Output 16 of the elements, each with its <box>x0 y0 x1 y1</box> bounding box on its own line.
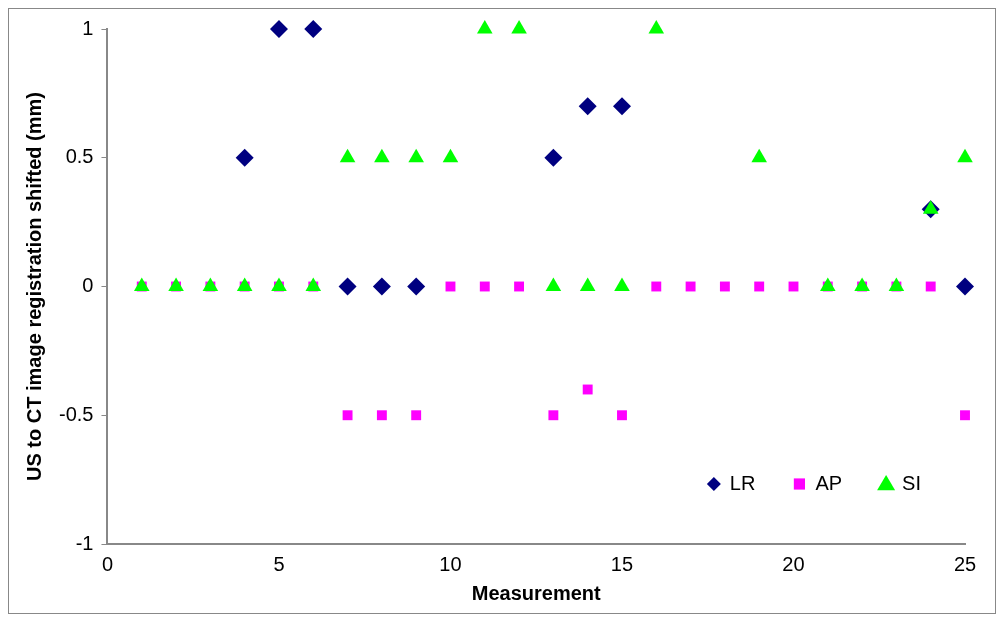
x-tick-label: 5 <box>273 552 285 575</box>
legend-label: SI <box>902 471 922 494</box>
y-tick-label: -0.5 <box>58 402 94 425</box>
x-tick-label: 10 <box>439 552 462 575</box>
x-axis-title: Measurement <box>471 581 602 604</box>
y-tick-label: 0.5 <box>65 145 94 168</box>
x-tick-label: 15 <box>610 552 634 575</box>
y-tick-label: 0 <box>82 274 94 297</box>
x-tick-label: 25 <box>953 552 977 575</box>
y-axis-title: US to CT image registration shifted (mm) <box>22 92 45 481</box>
x-tick-label: 0 <box>101 552 114 575</box>
legend-label: AP <box>815 471 843 494</box>
y-tick-label: -1 <box>75 531 94 554</box>
legend-label: LR <box>729 471 756 494</box>
x-tick-label: 20 <box>782 552 805 575</box>
y-tick-label: 1 <box>82 16 94 39</box>
